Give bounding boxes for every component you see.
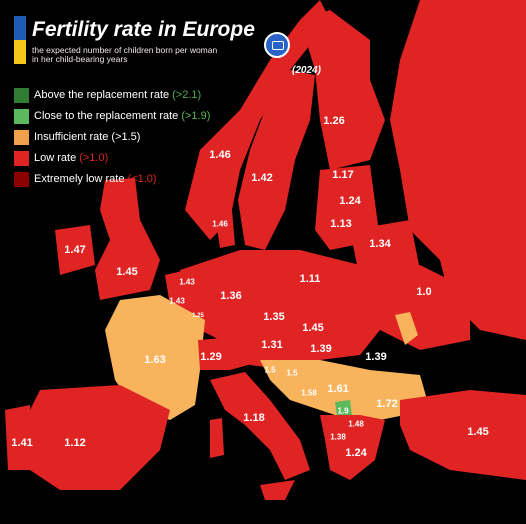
country-value-czechia: 1.35 [263,311,285,323]
legend-item: Close to the replacement rate (>1.9) [14,107,210,125]
legend-label: Close to the replacement rate [34,110,179,122]
region-italy [210,372,310,480]
region-finland [300,10,385,170]
legend-label: Insufficient rate [34,131,109,143]
legend-label: Above the replacement rate [34,89,170,101]
region-moldova [395,312,418,345]
country-value-italy: 1.18 [243,412,265,424]
country-value-sweden: 1.42 [251,172,273,184]
region-sicily [260,480,295,500]
region-belarus [350,220,420,280]
country-value-ireland: 1.47 [64,244,86,256]
legend-threshold: (>1.0) [79,152,109,164]
region-sardinia [210,418,224,458]
baby-bottle-icon [264,32,290,58]
country-value-slovenia: 1.5 [264,365,276,375]
country-value-estonia: 1.17 [332,169,354,181]
region-spain [30,385,170,490]
legend-swatch [14,87,29,103]
country-value-france: 1.63 [144,354,166,366]
country-value-austria: 1.31 [261,339,283,351]
legend-threshold: (<1.0) [127,173,157,185]
legend-item: Extremely low rate (<1.0) [14,170,210,188]
region-turkey [400,390,526,480]
country-value-slovakia: 1.45 [302,322,324,334]
legend-threshold: (>1.5) [111,131,141,143]
country-value-latvia: 1.24 [339,195,361,207]
country-value-serbia: 1.61 [327,383,349,395]
region-ukraine [355,265,470,350]
country-value-bulgaria: 1.72 [376,398,398,410]
country-value-united-kingdom: 1.45 [116,266,138,278]
map-subtitle: the expected number of children born per… [32,45,218,64]
country-value-belgium: 1.43 [169,296,185,306]
legend-swatch [14,108,29,124]
country-value-turkey: 1.45 [467,426,489,438]
region-denmark [215,210,235,248]
country-value-romania: 1.39 [365,351,387,363]
country-value-croatia: 1.5 [286,368,298,378]
region-balkans [260,360,430,420]
region-france [105,295,205,420]
region-alps [198,335,285,370]
country-value-spain: 1.12 [64,437,86,449]
legend-item: Low rate (>1.0) [14,149,210,167]
legend-swatch [14,129,29,145]
region-uk [95,178,160,300]
region-greece [320,415,385,480]
country-value-ukraine: 1.0 [416,286,432,298]
region-ireland [55,225,95,275]
legend-item: Above the replacement rate (>2.1) [14,86,210,104]
country-value-bosnia: 1.58 [301,388,317,398]
country-value-north-macedonia: 1.48 [348,419,364,429]
legend-label: Low rate [34,152,77,164]
legend-threshold: (>2.1) [172,89,202,101]
country-value-netherlands: 1.43 [179,277,195,287]
legend-item: Insufficient rate (>1.5) [14,128,210,146]
country-value-portugal: 1.41 [11,437,33,449]
country-value-germany: 1.36 [220,290,242,302]
map-year: (2024) [292,65,321,76]
legend: Above the replacement rate (>2.1) Close … [14,86,210,191]
country-value-finland: 1.26 [323,115,345,127]
legend-threshold: (>1.9) [181,110,211,122]
region-sweden [238,70,315,250]
country-value-hungary: 1.39 [310,343,332,355]
country-value-kosovo: 1.9 [337,406,349,416]
map-title: Fertility rate in Europe [32,18,255,41]
country-value-greece: 1.24 [345,447,367,459]
region-russia [390,0,526,340]
country-value-lithuania: 1.13 [330,218,352,230]
legend-swatch [14,171,29,187]
legend-label: Extremely low rate [34,173,125,185]
eu-flag-icon [14,16,26,64]
region-kosovo [335,400,352,416]
country-value-denmark: 1.46 [212,219,228,229]
region-norway [185,0,330,240]
legend-swatch [14,150,29,166]
country-value-belarus: 1.34 [369,238,391,250]
country-value-switzerland: 1.29 [200,351,222,363]
country-value-norway: 1.46 [209,149,231,161]
country-value-luxembourg: 1.25 [192,313,204,319]
region-portugal [5,405,32,470]
country-value-albania: 1.38 [330,432,346,442]
country-value-poland: 1.11 [299,273,321,285]
